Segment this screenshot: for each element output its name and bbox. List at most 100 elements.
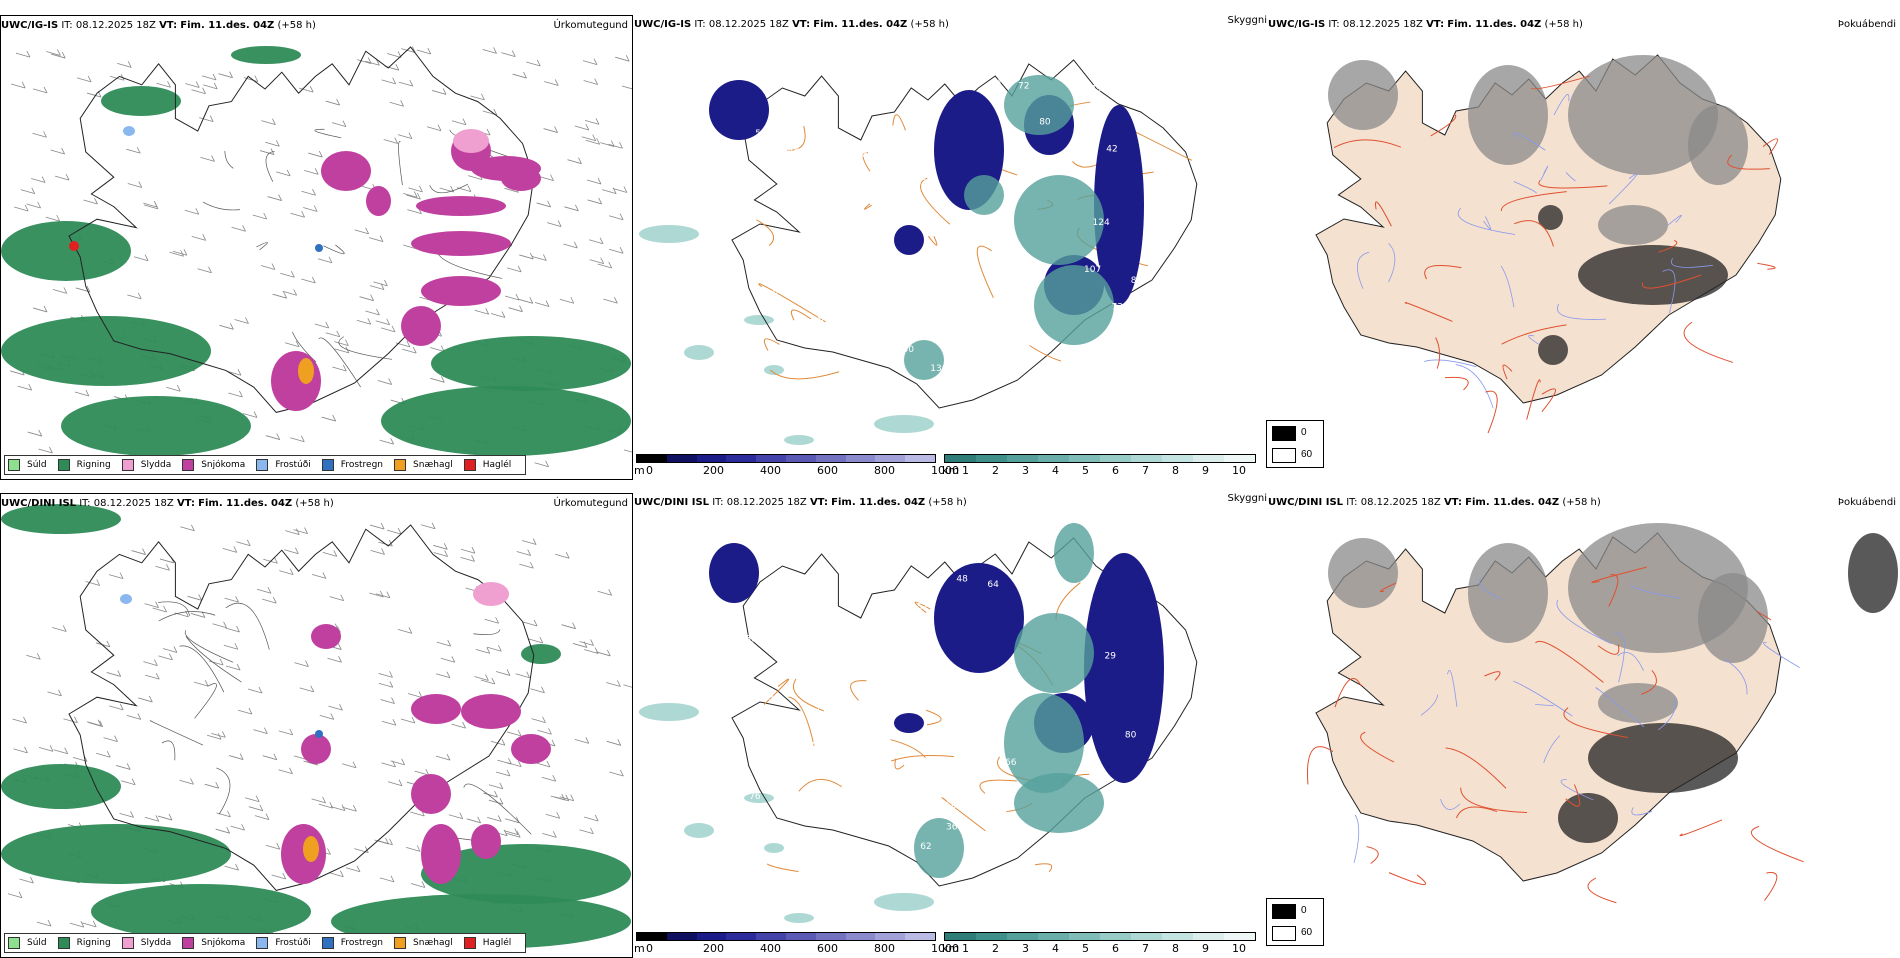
wind-barb: [399, 80, 413, 86]
wind-barb: [334, 340, 348, 346]
wind-barb: [143, 660, 157, 666]
wind-barb: [441, 656, 455, 662]
colorbar-segment: [726, 455, 756, 462]
wind-barb: [387, 528, 401, 534]
run-header: UWC/IG-IS IT: 08.12.2025 18Z VT: Fim. 11…: [1, 20, 316, 31]
low-ceiling-area: [894, 225, 924, 255]
colorbar-segment: [905, 933, 935, 940]
ceiling-value-label: 169: [979, 840, 996, 850]
visibility-area: [1014, 613, 1094, 693]
fog-title: Þokuábendi: [1838, 19, 1896, 30]
colorbar-segment: [1162, 455, 1193, 462]
it-label: IT:: [712, 497, 723, 508]
fog-legend-label: 60: [1301, 449, 1312, 460]
legend-label: Snæhagl: [413, 460, 453, 470]
wind-barb: [575, 737, 589, 743]
ceiling-value-label: 43: [794, 737, 805, 747]
wind-barb: [109, 704, 123, 710]
fog-legend-label: 0: [1301, 905, 1307, 916]
wind-barb: [587, 178, 601, 184]
snow-area: [321, 151, 371, 191]
road-line: [256, 242, 267, 249]
lead-time: (+58 h): [295, 498, 333, 509]
wind-barb: [224, 643, 238, 649]
colorbar-segment: [846, 455, 876, 462]
wind-barb: [21, 188, 35, 194]
wind-barb: [370, 523, 384, 529]
wind-barb: [357, 58, 371, 64]
colorbar-tick: 2: [992, 942, 999, 955]
wind-barb: [430, 346, 444, 352]
rain-area: [101, 86, 181, 116]
visibility-area: [1034, 265, 1114, 345]
wind-barb: [537, 201, 551, 207]
wind-barb: [276, 170, 290, 176]
river-line: [1354, 815, 1359, 863]
visibility-area: [684, 823, 714, 838]
wind-barb: [266, 434, 280, 440]
ceiling-colorbar-strip: [636, 454, 936, 463]
wind-barb: [588, 198, 602, 204]
fog-map: UWC/DINI ISL IT: 08.12.2025 18Z VT: Fim.…: [1268, 493, 1900, 958]
snow-area: [461, 694, 521, 729]
road-line: [851, 681, 867, 701]
wind-barb: [320, 713, 334, 719]
wind-barb: [27, 202, 41, 208]
wind-barb: [563, 242, 577, 248]
road-line: [186, 637, 242, 683]
wind-barb: [33, 87, 47, 93]
colorbar-tick: 8: [1172, 464, 1179, 477]
wind-barb: [355, 228, 369, 234]
wind-barb: [117, 61, 131, 67]
road-line: [1764, 873, 1776, 901]
wind-barb: [544, 79, 558, 85]
model-name: UWC/IG-IS: [634, 19, 691, 30]
ceiling-value-label: 53: [746, 634, 757, 644]
wind-barb: [263, 754, 277, 760]
wind-barb: [308, 151, 322, 157]
wind-barb: [332, 121, 346, 127]
wind-barb: [145, 673, 159, 679]
precip-legend-item: Frostregn: [322, 937, 383, 949]
colorbar-tick: 10: [1232, 464, 1246, 477]
wind-barb: [253, 213, 267, 219]
snow-area: [411, 231, 511, 256]
wind-barb: [467, 817, 481, 823]
fog-legend-swatch: [1272, 904, 1296, 919]
road-line: [1684, 322, 1733, 362]
colorbar-segment: [816, 455, 846, 462]
snow-area: [411, 774, 451, 814]
it-label: IT:: [1346, 497, 1357, 508]
road-line: [430, 184, 468, 193]
wind-barb: [266, 843, 280, 849]
wind-barb: [285, 341, 299, 347]
precip-map-canvas: [1, 16, 633, 480]
wind-barb: [219, 72, 233, 78]
fog-shade-area: [1698, 573, 1768, 663]
wind-barb: [157, 81, 171, 87]
freezing-rain-area: [315, 730, 323, 738]
wind-barb: [609, 247, 623, 253]
road-line: [891, 755, 954, 761]
wind-barb: [378, 540, 392, 546]
wind-barb: [470, 94, 484, 100]
wind-barb: [417, 48, 431, 54]
wind-barb: [590, 258, 604, 264]
legend-swatch: [58, 459, 70, 471]
colorbar-segment: [1100, 933, 1131, 940]
ceiling-value-label: 197: [878, 354, 895, 364]
wind-barb: [354, 847, 368, 853]
wind-barb: [562, 623, 576, 629]
wind-barb: [279, 729, 293, 735]
road-line: [464, 784, 531, 834]
vt-label: VT:: [1426, 19, 1444, 30]
snow-area: [271, 351, 321, 411]
colorbar-segment: [1038, 933, 1069, 940]
ceiling-value-label: 73: [1112, 302, 1123, 312]
legend-label: Rigning: [77, 460, 111, 470]
legend-swatch: [464, 459, 476, 471]
ceiling-value-label: 124: [1093, 218, 1110, 228]
colorbar-tick: 2: [992, 464, 999, 477]
